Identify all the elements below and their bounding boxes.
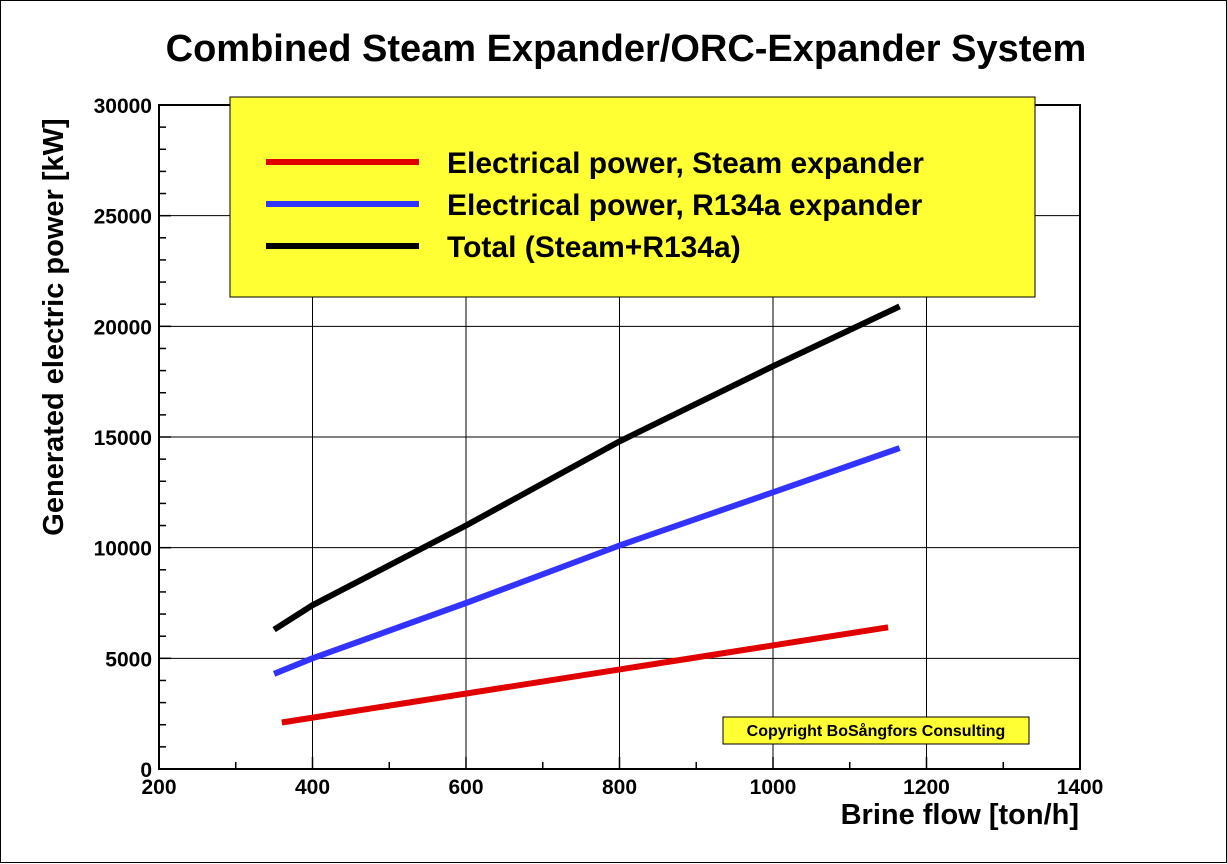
y-tick-label: 30000	[94, 95, 152, 118]
chart-title: Combined Steam Expander/ORC-Expander Sys…	[166, 28, 1087, 70]
series-lines	[272, 303, 901, 726]
legend-label-0: Electrical power, Steam expander	[447, 147, 924, 180]
x-tick-label: 200	[141, 776, 176, 799]
x-tick-label: 800	[602, 776, 637, 799]
y-tick-label: 15000	[94, 427, 152, 450]
y-tick-label: 10000	[94, 538, 152, 561]
x-tick-label: 1200	[903, 776, 950, 799]
x-tick-label: 400	[295, 776, 330, 799]
legend-label-1: Electrical power, R134a expander	[447, 189, 923, 222]
legend: Electrical power, Steam expander Electric…	[229, 96, 1036, 298]
series-line-2	[272, 303, 901, 633]
legend-box	[229, 96, 1036, 298]
y-tick-label: 20000	[94, 316, 152, 339]
series-line-0	[281, 624, 889, 726]
copyright-box	[722, 716, 1030, 745]
x-axis-label: Brine flow [ton/h]	[841, 799, 1079, 831]
y-axis-label: Generated electric power [kW]	[38, 118, 70, 535]
copyright-text: Copyright BoSångfors Consulting	[747, 722, 1006, 740]
legend-label-2: Total (Steam+R134a)	[447, 231, 741, 264]
x-tick-label: 1000	[750, 776, 797, 799]
copyright-annotation: Copyright BoSångfors Consulting	[722, 716, 1030, 745]
y-tick-label: 5000	[105, 648, 152, 671]
series-line-1	[272, 445, 901, 677]
x-tick-label: 1400	[1057, 776, 1104, 799]
y-tick-label: 0	[140, 759, 152, 782]
x-tick-label: 600	[448, 776, 483, 799]
y-tick-label: 25000	[94, 206, 152, 229]
axis-ticks: 200 400 600 800 1000 1200 1400 0 5000 10000 15000 2…	[94, 95, 1104, 799]
